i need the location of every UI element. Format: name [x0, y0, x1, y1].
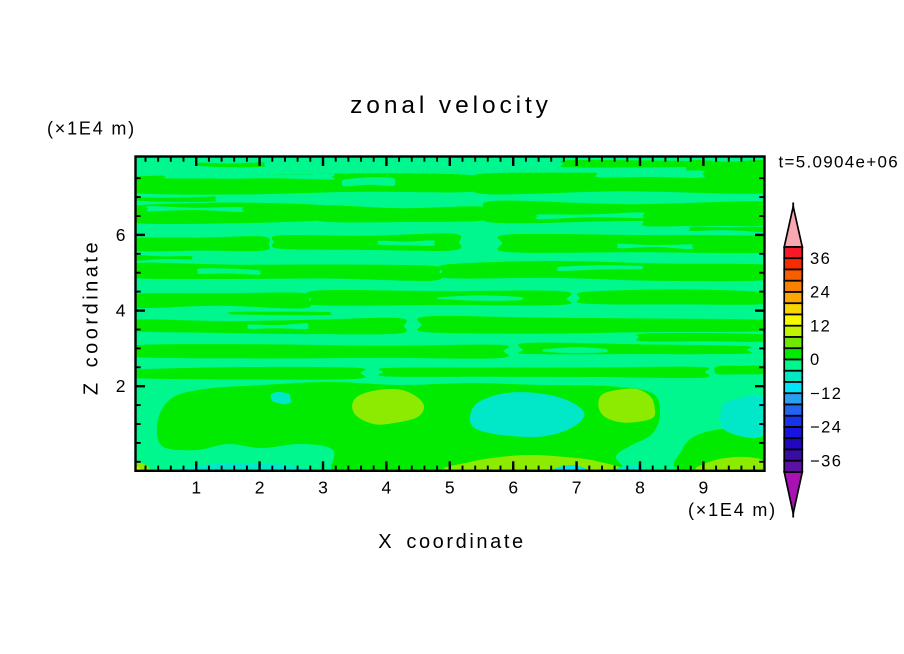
svg-text:7: 7 — [572, 478, 582, 498]
svg-text:t=5.0904e+06: t=5.0904e+06 — [779, 153, 900, 172]
svg-text:2: 2 — [116, 376, 126, 396]
svg-text:zonal velocity: zonal velocity — [350, 92, 552, 119]
svg-text:24: 24 — [810, 284, 831, 302]
svg-text:X coordinate: X coordinate — [378, 531, 526, 553]
svg-text:−24: −24 — [810, 419, 843, 437]
svg-text:(×1E4 m): (×1E4 m) — [688, 500, 777, 520]
svg-text:Z coordinate: Z coordinate — [81, 239, 103, 395]
svg-text:12: 12 — [810, 317, 831, 335]
svg-text:5: 5 — [445, 478, 455, 498]
svg-text:0: 0 — [810, 351, 821, 369]
svg-text:3: 3 — [318, 478, 328, 498]
svg-text:4: 4 — [382, 478, 392, 498]
svg-text:−36: −36 — [810, 452, 843, 470]
svg-text:6: 6 — [508, 478, 518, 498]
svg-text:1: 1 — [191, 478, 201, 498]
svg-text:−12: −12 — [810, 385, 843, 403]
svg-text:36: 36 — [810, 250, 831, 268]
svg-text:9: 9 — [699, 478, 709, 498]
svg-text:(×1E4 m): (×1E4 m) — [47, 119, 136, 139]
svg-text:6: 6 — [116, 225, 126, 245]
svg-text:4: 4 — [116, 301, 126, 321]
svg-text:2: 2 — [255, 478, 265, 498]
svg-text:8: 8 — [635, 478, 645, 498]
